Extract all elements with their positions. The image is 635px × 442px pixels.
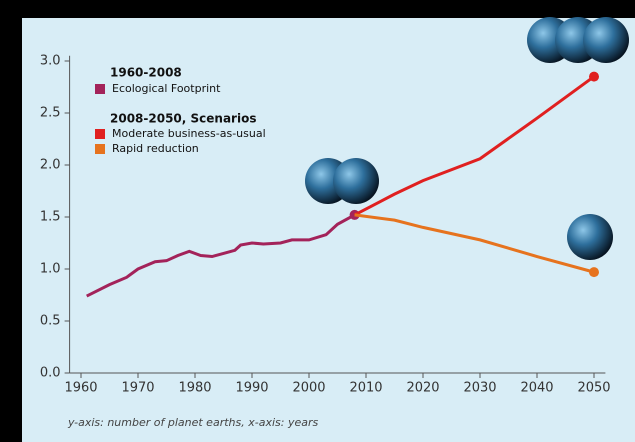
legend-swatch [95, 84, 105, 94]
y-tick-label: 0.5 [40, 314, 61, 329]
line [353, 75, 595, 217]
legend-heading: 1960-2008 [110, 66, 182, 80]
end-marker [589, 71, 599, 82]
x-tick-label: 2050 [577, 381, 610, 396]
legend-label: Ecological Footprint [112, 82, 221, 95]
legend-label: Rapid reduction [112, 142, 199, 155]
x-tick-label: 1980 [178, 381, 211, 396]
x-tick-label: 2030 [463, 381, 496, 396]
x-tick-label: 1990 [235, 381, 268, 396]
panel [22, 18, 635, 442]
line [86, 213, 356, 298]
legend-swatch [95, 144, 105, 154]
earth-icon [567, 214, 613, 260]
earth-icon [583, 17, 629, 63]
x-tick-label: 1960 [64, 381, 97, 396]
line [354, 213, 595, 274]
caption: y-axis: number of planet earths, x-axis:… [67, 416, 318, 429]
y-tick-label: 2.0 [40, 158, 61, 173]
y-tick-label: 3.0 [40, 54, 61, 69]
x-tick-label: 2010 [349, 381, 382, 396]
earth-icons [305, 17, 629, 260]
y-tick-label: 0.0 [40, 366, 61, 381]
y-tick-label: 1.0 [40, 262, 61, 277]
x-tick-label: 2020 [406, 381, 439, 396]
end-marker [589, 267, 599, 278]
legend-label: Moderate business-as-usual [112, 127, 266, 140]
legend-swatch [95, 129, 105, 139]
y-tick-label: 1.5 [40, 210, 61, 225]
x-tick-label: 1970 [121, 381, 154, 396]
y-tick-label: 2.5 [40, 106, 61, 121]
legend-heading: 2008-2050, Scenarios [110, 112, 256, 126]
x-tick-label: 2040 [520, 381, 553, 396]
earth-icon [333, 158, 379, 204]
x-tick-label: 2000 [292, 381, 325, 396]
